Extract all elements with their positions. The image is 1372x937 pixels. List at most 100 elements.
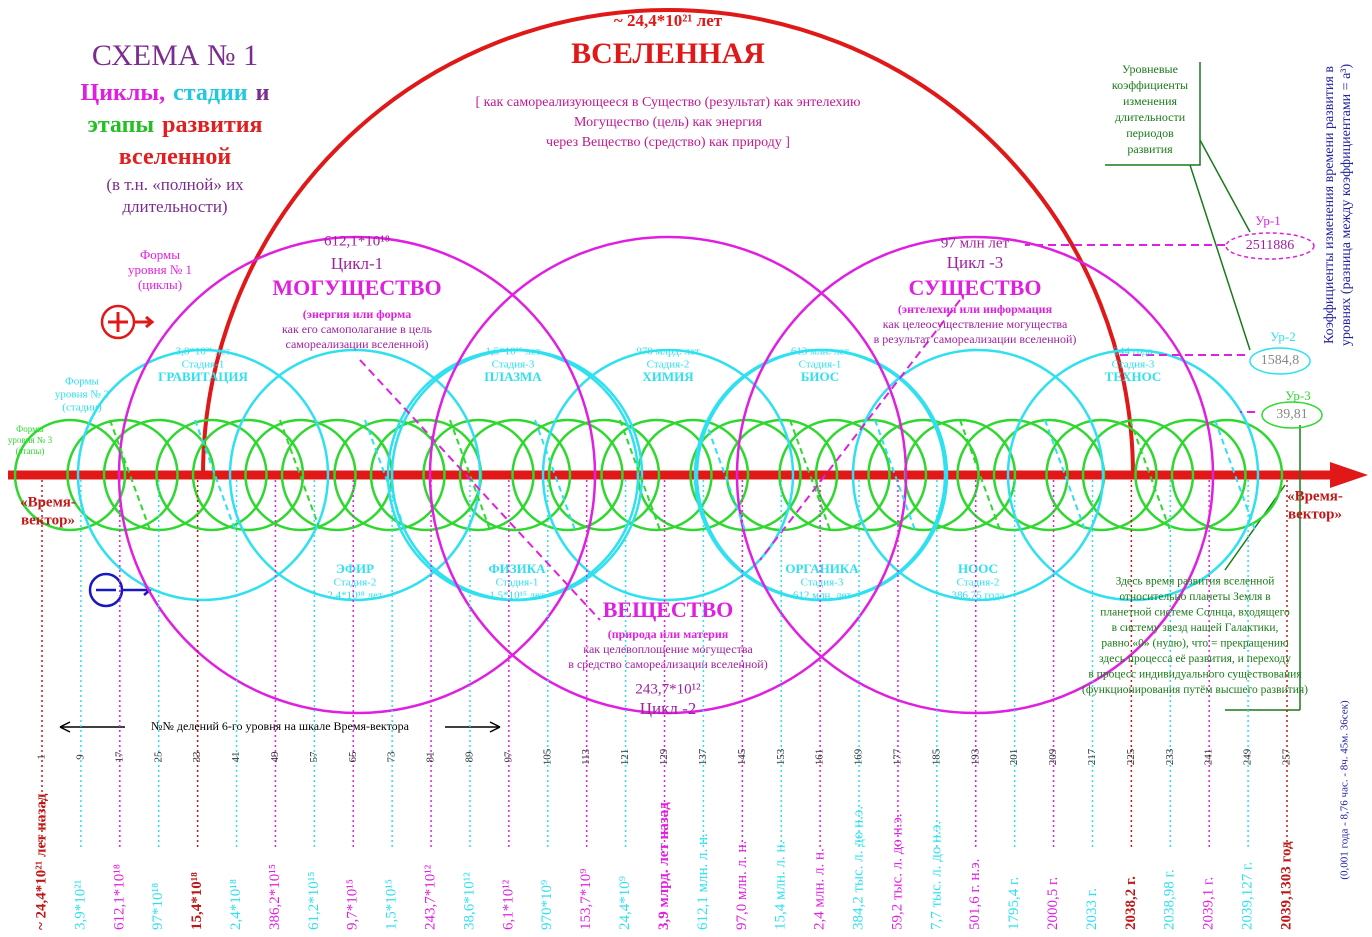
note-line: планетной системе Солнца, входящего [1100,607,1290,619]
coef-caption: периодов [1126,126,1174,140]
coef-caption: длительности [1115,110,1186,124]
date-label: 2039,127 г. [1240,862,1256,930]
title-part: Циклы, [81,80,166,106]
stage-name: НООС [958,561,998,576]
title-part: (в т.н. «полной» их [106,175,244,194]
title-part: этапы [87,112,154,138]
coef-value: 39,81 [1276,407,1308,422]
generated: СХЕМА № 1 Циклы, стадии и этапы развития вселе… [8,11,1354,930]
stage-label: Стадия-3 [492,359,535,371]
title-part: длительности) [122,197,227,216]
date-label: 2000,5 г. [1045,877,1061,930]
cycle-name: Цикл-1 [331,254,383,273]
divisions-caption: №№ делений 6-го уровня на шкале Время-ве… [151,719,410,733]
division-number: 193 [969,748,981,765]
stage-circle [390,348,644,602]
cycle-title: СУЩЕСТВО [909,275,1042,300]
stage-3-circle [547,418,661,532]
cycle-description: как целевоплощение могущества [583,642,753,656]
stage-3-circle [191,418,305,532]
cycle-description: (природа или материя [608,627,729,641]
date-label: 61,2*10¹⁵ [306,872,322,930]
level-label: (стадии) [62,402,102,414]
coef-value: 1584,8 [1261,353,1300,368]
stage-label: Стадия-1 [496,577,539,589]
stage-label: Стадия-1 [182,359,225,371]
level-label: уровня № 3 [8,435,53,445]
universe-arc [201,8,1135,476]
coef-ellipse [1225,232,1315,260]
division-number: 249 [1242,748,1254,765]
stage-3-circle [333,418,446,532]
date-label: 97*10¹⁸ [150,883,166,930]
division-number: 1 [36,754,48,760]
stage-duration: 613 млн. лет [791,346,849,358]
division-number: 105 [541,748,553,765]
stage-3-circle [778,418,891,532]
coef-level: Ур-3 [1285,388,1310,403]
note-line: здесь процесса её развития, и переходу [1099,653,1291,665]
division-number: 257 [1281,748,1293,765]
title-part: стадии [173,80,248,106]
coef-ellipse [1249,347,1311,375]
stage-circle [695,348,949,602]
universe-duration: ~ 24,4*10²¹ лет [614,11,723,30]
axis-label: вектор» [21,512,75,528]
division-number: 17 [113,751,125,763]
division-number: 225 [1125,748,1137,765]
dashed-arrow [1025,244,1255,413]
level-label: уровня № 1 [128,262,192,277]
date-label: 386,2*10¹⁵ [267,864,283,930]
universe-description: через Вещество (средство) как природу ] [546,135,790,150]
stage-3-circle [155,418,268,532]
stage-label: Стадия-2 [334,577,377,589]
stage-name: ГРАВИТАЦИЯ [158,369,248,384]
coef-caption: Уровневые [1122,62,1178,76]
division-number: 121 [619,749,631,766]
date-label: 3,9 млрд. лет назад [656,802,672,930]
division-number: 89 [464,751,476,763]
caption-arrows [59,721,501,733]
date-label: 2,4 млн. л. н. [812,848,828,930]
division-number: 73 [386,751,398,763]
stage-name: БИОС [801,369,839,384]
stage-circle [228,348,482,602]
coef-lines [1189,139,1301,711]
universe-name: ВСЕЛЕННАЯ [571,37,765,70]
coef-caption: развития [1127,142,1173,156]
title-line: Циклы, стадии и [81,80,270,106]
division-number: 201 [1008,749,1020,766]
date-label: 2033 г. [1084,888,1100,930]
stage-circle [851,348,1105,602]
coef-caption: изменения [1123,94,1178,108]
stage-duration: 1,5*10¹⁸ лет [485,346,541,358]
date-label: 59,2 тыс. л. до н.э. [889,813,905,930]
stage-duration: 970 млрд. лет [636,346,700,358]
division-number: 241 [1203,749,1215,766]
date-label: 15,4*10¹⁸ [189,872,205,930]
cycle-description: в результат самореализации вселенной) [874,332,1077,346]
stage-label: Стадия-2 [957,577,1000,589]
axis-label: вектор» [1288,506,1342,522]
level-label: (циклы) [138,277,182,292]
title-line: длительности) [122,197,227,216]
division-number: 97 [502,751,514,763]
coef-level: Ур-1 [1255,213,1280,228]
stage-name: ПЛАЗМА [484,369,542,384]
minus-arrow [96,584,152,596]
date-label: 501,6 г. н.э. [967,859,983,930]
division-number: 113 [580,748,592,765]
stage-3-circle [1134,418,1247,532]
axis-label: «Время- [1287,488,1343,504]
division-number: 33 [191,751,203,763]
note-line: в систему звезд нашей Галактики, [1112,622,1279,634]
stage-3-circle [814,418,928,532]
stage-duration: 386,75 года [952,590,1005,602]
stage-name: ТЕХНОС [1105,369,1162,384]
cycle-duration: 243,7*10¹² [635,681,701,697]
axis-label: «Время- [20,494,76,510]
stage-duration: 1,5*10¹⁵ лет [489,590,545,602]
division-number: 65 [347,751,359,763]
date-label: 2038,98 г. [1162,869,1178,930]
